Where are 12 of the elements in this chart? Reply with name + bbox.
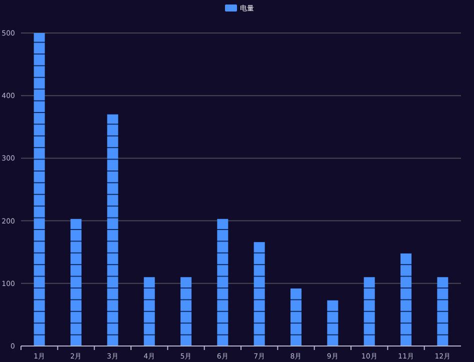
bar [180, 277, 192, 346]
bar [364, 277, 375, 346]
bar [70, 218, 82, 346]
bar [107, 114, 118, 346]
bar [400, 253, 412, 346]
bar [217, 218, 228, 346]
bar [254, 242, 265, 346]
bar [290, 288, 302, 346]
bar [144, 277, 155, 346]
bar [327, 300, 338, 346]
bar [34, 33, 45, 346]
bar [437, 277, 448, 346]
